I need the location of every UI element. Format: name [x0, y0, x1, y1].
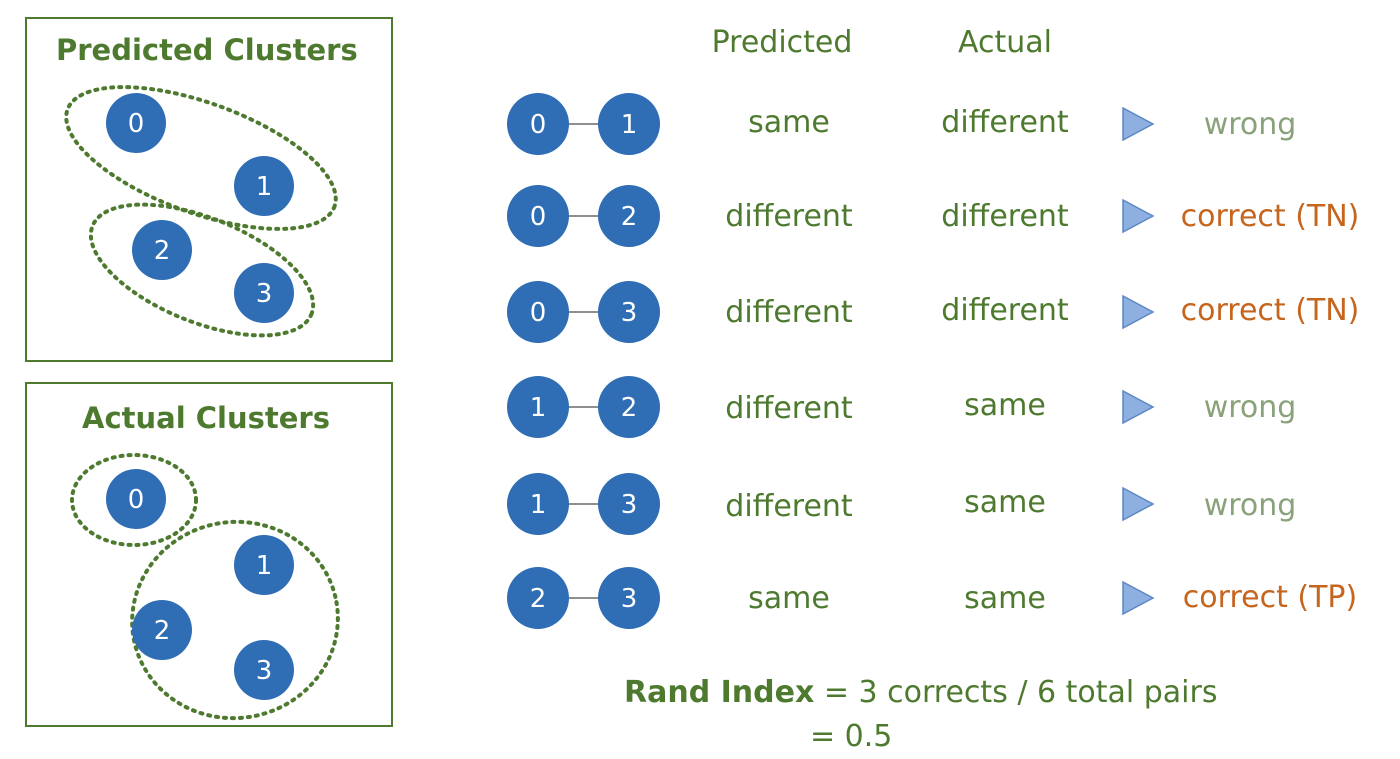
predicted-clusters-panel: Predicted Clusters 0 1 2 3 [25, 17, 393, 362]
pair-row-3-node-b: 2 [621, 393, 638, 423]
pair-row-0-node-b: 1 [621, 110, 638, 140]
right-arrow-icon [1122, 486, 1155, 522]
pair-row-4-verdict: wrong [1204, 488, 1297, 523]
rand-index-expression: = 3 corrects / 6 total pairs [814, 675, 1217, 710]
pair-row-2-actual: different [941, 293, 1069, 328]
pair-row-0-verdict: wrong [1204, 107, 1297, 142]
pair-row-1-predicted: different [725, 199, 853, 234]
pair-row-5-actual: same [964, 581, 1046, 616]
right-arrow-icon [1122, 106, 1155, 142]
pair-row-5-node-b: 3 [621, 584, 638, 614]
actual-cluster-ring-a [70, 453, 198, 547]
right-arrow-icon [1122, 294, 1155, 330]
predicted-cluster-ring-b [88, 202, 316, 338]
actual-column-header: Actual [958, 25, 1052, 60]
predicted-node-2: 2 [132, 220, 192, 280]
actual-panel-title: Actual Clusters [82, 401, 330, 435]
actual-node-2: 2 [132, 600, 192, 660]
pair-row-5: 2 3 same same correct (TP) [507, 567, 1357, 629]
pair-row-4-node-a: 1 [530, 490, 547, 520]
pair-row-2-node-a: 0 [530, 298, 547, 328]
pair-row-0-node-a: 0 [530, 110, 547, 140]
predicted-node-3-label: 3 [256, 279, 273, 309]
pair-row-4-actual: same [964, 485, 1046, 520]
pair-row-2-predicted: different [725, 295, 853, 330]
rand-index-label: Rand Index [624, 675, 814, 710]
pair-row-2-node-b: 3 [621, 298, 638, 328]
predicted-node-1-label: 1 [256, 172, 273, 202]
predicted-node-1: 1 [234, 156, 294, 216]
pair-row-1-actual: different [941, 199, 1069, 234]
predicted-node-3: 3 [234, 263, 294, 323]
predicted-panel-box [25, 17, 393, 362]
right-arrow-icon [1122, 580, 1155, 616]
pair-row-3-actual: same [964, 388, 1046, 423]
actual-clusters-panel: Actual Clusters 0 1 2 3 [25, 382, 393, 727]
predicted-node-0-label: 0 [128, 109, 145, 139]
pair-row-2: 0 3 different different correct (TN) [507, 281, 1359, 343]
pair-row-2-verdict: correct (TN) [1181, 293, 1360, 328]
pair-row-4: 1 3 different same wrong [507, 473, 1296, 535]
rand-index-result: = 0.5 [810, 719, 892, 754]
pair-row-4-node-b: 3 [621, 490, 638, 520]
pair-row-3-predicted: different [725, 391, 853, 426]
rand-index-formula: Rand Index = 3 corrects / 6 total pairs [624, 675, 1217, 710]
pair-row-3-node-a: 1 [530, 393, 547, 423]
actual-node-0-label: 0 [128, 485, 145, 515]
actual-node-1-label: 1 [256, 551, 273, 581]
pair-row-1-node-b: 2 [621, 202, 638, 232]
actual-node-3-label: 3 [256, 656, 273, 686]
pair-row-0-actual: different [941, 105, 1069, 140]
pair-row-3-verdict: wrong [1204, 390, 1297, 425]
actual-node-2-label: 2 [154, 616, 171, 646]
pair-row-0: 0 1 same different wrong [507, 93, 1296, 155]
pair-row-5-verdict: correct (TP) [1183, 580, 1357, 615]
pair-row-1-node-a: 0 [530, 202, 547, 232]
actual-panel-box [25, 382, 393, 727]
predicted-column-header: Predicted [712, 25, 853, 60]
actual-node-3: 3 [234, 640, 294, 700]
actual-node-0: 0 [106, 469, 166, 529]
right-arrow-icon [1122, 198, 1155, 234]
pair-row-0-predicted: same [748, 105, 830, 140]
predicted-node-2-label: 2 [154, 236, 171, 266]
predicted-node-0: 0 [106, 93, 166, 153]
pair-row-3: 1 2 different same wrong [507, 376, 1296, 438]
pair-row-5-node-a: 2 [530, 584, 547, 614]
pair-row-4-predicted: different [725, 489, 853, 524]
predicted-panel-title: Predicted Clusters [56, 33, 358, 67]
pair-row-1: 0 2 different different correct (TN) [507, 185, 1359, 247]
right-arrow-icon [1122, 389, 1155, 425]
actual-node-1: 1 [234, 535, 294, 595]
pair-row-5-predicted: same [748, 581, 830, 616]
pair-row-1-verdict: correct (TN) [1181, 199, 1360, 234]
